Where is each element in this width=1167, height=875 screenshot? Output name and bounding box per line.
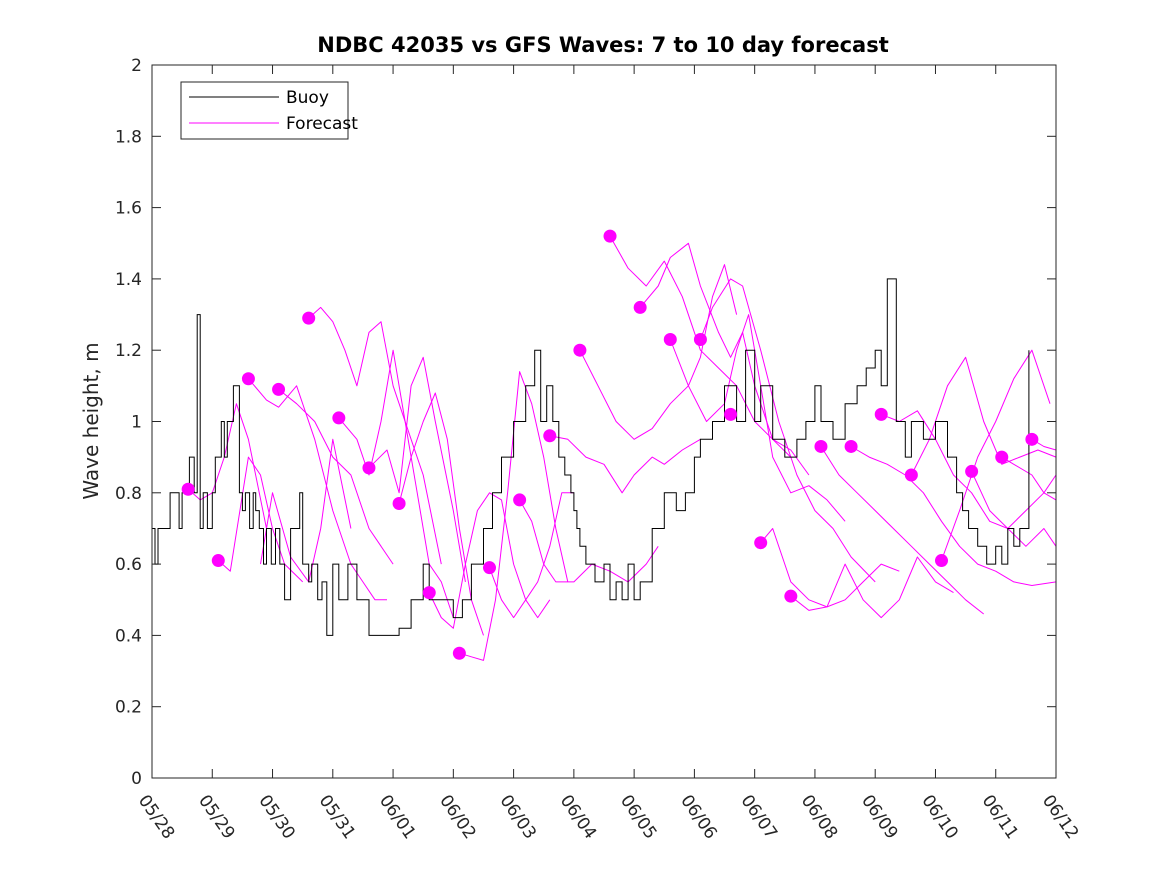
forecast-point [452, 646, 466, 660]
forecast-point [754, 536, 768, 550]
legend: Buoy Forecast [180, 81, 358, 140]
forecast-line [428, 492, 551, 629]
forecast-line [579, 264, 738, 440]
forecast-point [603, 229, 617, 243]
y-axis: 0 0.2 0.4 0.6 0.8 1 1.2 1.4 1.6 1.8 2 [115, 56, 1056, 789]
y-tick-label: 0.8 [115, 484, 142, 504]
forecast-point [272, 382, 286, 396]
forecast-point [302, 311, 316, 325]
forecast-line [881, 410, 1057, 529]
forecast-point [241, 372, 255, 386]
forecast-point [995, 450, 1009, 464]
forecast-point [332, 411, 346, 425]
forecast-point [934, 554, 948, 568]
y-tick-label: 0.6 [115, 555, 142, 575]
forecast-line [308, 306, 442, 565]
forecast-point [422, 586, 436, 600]
forecast-point [844, 439, 858, 453]
forecast-point [573, 343, 587, 357]
buoy-line [152, 278, 1030, 636]
forecast-point [663, 333, 677, 347]
forecast-line [398, 392, 484, 636]
forecast-line [699, 278, 876, 583]
forecast-point [1025, 432, 1039, 446]
forecast-line [820, 446, 985, 615]
buoy-series-group [152, 278, 1030, 636]
forecast-point [965, 464, 979, 478]
forecast-point [904, 468, 918, 482]
forecast-point [362, 461, 376, 475]
forecast-line [850, 446, 1057, 586]
forecast-point [693, 333, 707, 347]
y-tick-label: 1 [131, 413, 142, 433]
forecast-points-group [181, 229, 1039, 660]
forecast-line [519, 499, 659, 583]
y-tick-label: 0.2 [115, 698, 142, 718]
y-tick-label: 1.2 [115, 341, 142, 361]
forecast-line [549, 435, 701, 494]
legend-box [180, 81, 349, 140]
forecast-point [211, 554, 225, 568]
y-tick-label: 2 [131, 56, 142, 76]
forecast-point [784, 589, 798, 603]
forecast-point [513, 493, 527, 507]
y-tick-label: 1.8 [115, 127, 142, 147]
forecast-point [181, 482, 195, 496]
legend-forecast-label: Forecast [286, 114, 358, 134]
y-tick-label: 1.6 [115, 199, 142, 219]
forecast-line [941, 349, 1051, 561]
chart-title: NDBC 42035 vs GFS Waves: 7 to 10 day for… [317, 33, 888, 57]
forecast-line [368, 356, 466, 582]
forecast-line [790, 556, 954, 619]
forecast-line [1001, 456, 1057, 501]
y-axis-label: Wave height, m [79, 342, 103, 499]
forecast-line [609, 235, 810, 476]
forecast-line [248, 378, 387, 601]
forecast-point [392, 496, 406, 510]
forecast-point [482, 561, 496, 575]
forecast-point [724, 407, 738, 421]
legend-buoy-label: Buoy [286, 88, 329, 108]
forecast-point [874, 407, 888, 421]
forecast-point [543, 429, 557, 443]
forecast-line [278, 389, 394, 565]
forecast-point [814, 439, 828, 453]
forecast-line [971, 471, 1057, 547]
forecast-line [338, 349, 454, 618]
forecast-line [489, 492, 574, 619]
y-tick-label: 0 [131, 769, 142, 789]
y-tick-label: 0.4 [115, 626, 142, 646]
forecast-point [633, 300, 647, 314]
y-tick-label: 1.4 [115, 270, 142, 290]
